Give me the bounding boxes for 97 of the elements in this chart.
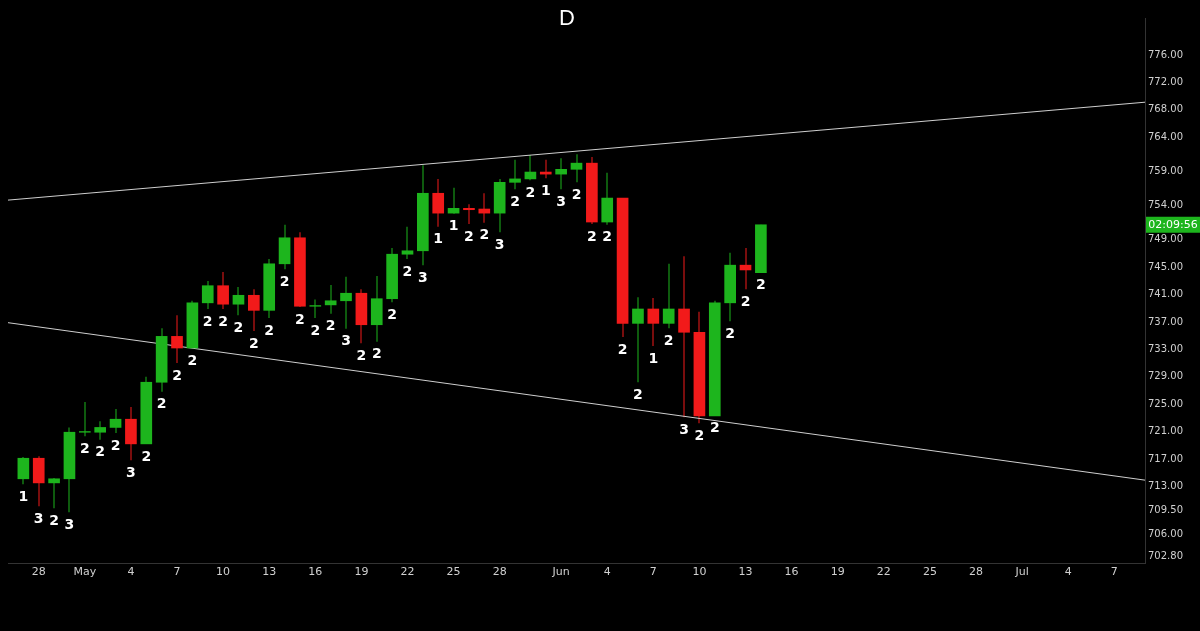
- x-tick-label: 10: [216, 565, 231, 579]
- annotation: 2: [756, 276, 766, 293]
- annotation: 3: [417, 268, 428, 285]
- x-tick-label: 13: [738, 565, 753, 579]
- y-tick-label: 776.00: [1148, 48, 1183, 60]
- annotation: 2: [709, 419, 720, 436]
- annotation: 1: [540, 181, 551, 198]
- annotation: 2: [95, 443, 106, 460]
- x-tick-label: 19: [354, 565, 369, 579]
- candlestick: [463, 204, 475, 225]
- annotation: 2: [264, 321, 275, 338]
- annotation: 2: [725, 324, 736, 341]
- x-tick-label: 16: [308, 565, 323, 579]
- annotation: 2: [617, 340, 628, 357]
- annotation: 2: [479, 226, 490, 243]
- x-tick-label: 7: [173, 565, 181, 579]
- x-tick-label: 7: [649, 565, 657, 579]
- text: 02:09:56: [1148, 217, 1198, 231]
- annotation: 2: [356, 346, 367, 363]
- x-tick-label: 28: [968, 565, 983, 579]
- x-tick-label: 28: [492, 565, 507, 579]
- y-tick-label: 717.00: [1148, 452, 1183, 464]
- annotation: 3: [64, 515, 75, 532]
- annotation: 1: [433, 230, 444, 247]
- annotation: 3: [679, 420, 689, 437]
- x-tick-label: 10: [692, 565, 707, 579]
- annotation: 2: [633, 385, 643, 402]
- y-tick-label: 749.00: [1148, 233, 1183, 245]
- x-tick-label: Jun: [551, 565, 570, 579]
- annotation: 2: [525, 183, 536, 200]
- annotation: 2: [156, 395, 167, 412]
- x-tick-label: 28: [31, 565, 46, 579]
- annotation: 2: [233, 318, 244, 335]
- y-tick-label: 729.00: [1148, 370, 1183, 382]
- candlestick: [78, 402, 91, 437]
- annotation: 2: [602, 228, 613, 245]
- x-tick-label: 22: [400, 565, 415, 579]
- annotation: 1: [648, 349, 659, 366]
- y-tick-label: 759.00: [1148, 164, 1183, 176]
- y-tick-label: 768.00: [1148, 103, 1183, 115]
- y-tick-label: 754.00: [1148, 199, 1183, 211]
- x-tick-label: 4: [1064, 565, 1072, 579]
- x-tick-label: 13: [262, 565, 277, 579]
- annotation: 2: [402, 262, 413, 279]
- annotation: 2: [371, 345, 382, 362]
- annotation: 2: [172, 366, 182, 383]
- x-tick-label: Jul: [1014, 565, 1029, 579]
- annotation: 1: [448, 217, 459, 234]
- y-tick-label: 772.00: [1148, 75, 1183, 87]
- annotation: 2: [110, 436, 121, 453]
- annotation: 2: [663, 331, 674, 348]
- annotation: 2: [218, 312, 228, 329]
- candlestick: [309, 299, 322, 318]
- annotation: 3: [556, 192, 567, 209]
- annotation: 1: [18, 487, 29, 504]
- y-tick-label: 713.00: [1148, 479, 1183, 491]
- annotation: 3: [126, 463, 136, 480]
- annotation: 2: [740, 292, 751, 309]
- x-tick-label: 16: [784, 565, 799, 579]
- annotation: 2: [79, 439, 90, 456]
- y-tick-label: 733.00: [1148, 342, 1183, 354]
- x-tick-label: 25: [446, 565, 461, 579]
- annotation: 2: [187, 351, 198, 368]
- y-tick-label: 764.00: [1148, 130, 1183, 142]
- annotation: 2: [279, 272, 290, 289]
- chart-title: D: [559, 5, 575, 31]
- annotation: 2: [202, 312, 213, 329]
- annotation: 2: [387, 305, 397, 322]
- annotation: 2: [248, 334, 259, 351]
- annotation: 2: [510, 192, 520, 209]
- y-tick-label: 702.80: [1148, 549, 1183, 561]
- y-tick-label: 725.00: [1148, 397, 1183, 409]
- x-tick-label: May: [73, 565, 97, 579]
- annotation: 2: [141, 447, 152, 464]
- annotation: 2: [586, 227, 597, 244]
- x-tick-label: 7: [1110, 565, 1118, 579]
- x-tick-label: 4: [603, 565, 611, 579]
- y-tick-label: 737.00: [1148, 315, 1183, 327]
- x-tick-label: 19: [830, 565, 845, 579]
- x-tick-label: 22: [876, 565, 891, 579]
- annotation: 2: [571, 185, 582, 202]
- annotation: 2: [49, 511, 59, 528]
- annotation: 2: [694, 426, 705, 443]
- annotation: 3: [494, 235, 505, 252]
- y-tick-label: 709.50: [1148, 503, 1183, 515]
- annotation: 2: [310, 321, 321, 338]
- y-tick-label: 706.00: [1148, 527, 1183, 539]
- x-tick-label: 4: [127, 565, 135, 579]
- y-tick-label: 721.00: [1148, 425, 1183, 437]
- annotation: 2: [325, 317, 336, 334]
- y-tick-label: 745.00: [1148, 260, 1183, 272]
- annotation: 2: [464, 227, 474, 244]
- annotation: 3: [341, 332, 351, 349]
- y-tick-label: 741.00: [1148, 288, 1183, 300]
- annotation: 2: [295, 310, 305, 327]
- annotation: 3: [33, 509, 44, 526]
- x-tick-label: 25: [922, 565, 937, 579]
